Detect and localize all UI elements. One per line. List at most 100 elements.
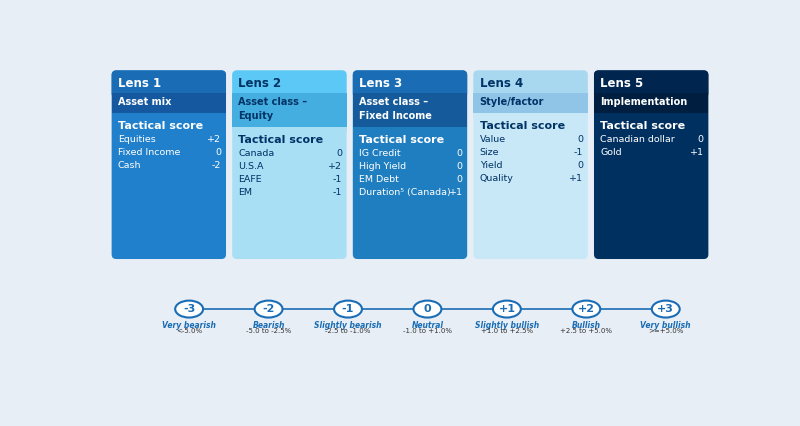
FancyBboxPatch shape (112, 70, 226, 259)
Text: Style/factor: Style/factor (479, 97, 544, 107)
Text: Very bullish: Very bullish (641, 321, 691, 330)
Text: Equities: Equities (118, 135, 155, 144)
Text: +2: +2 (207, 135, 222, 144)
Text: Lens 3: Lens 3 (359, 77, 402, 89)
Text: Tactical score: Tactical score (600, 121, 686, 131)
Text: High Yield: High Yield (359, 162, 406, 171)
Text: Tactical score: Tactical score (118, 121, 203, 131)
Text: +1: +1 (498, 304, 515, 314)
Text: -2: -2 (262, 304, 274, 314)
Text: Size: Size (479, 148, 499, 157)
Bar (232, 127, 346, 132)
Text: Cash: Cash (118, 161, 142, 170)
Ellipse shape (493, 301, 521, 317)
Text: 0: 0 (577, 161, 583, 170)
Text: -5.0 to -2.5%: -5.0 to -2.5% (246, 328, 291, 334)
Text: 0: 0 (336, 149, 342, 158)
FancyBboxPatch shape (594, 70, 708, 98)
Text: EM Debt: EM Debt (359, 175, 399, 184)
Bar (232, 93, 346, 98)
Ellipse shape (175, 301, 203, 317)
Text: Slightly bullish: Slightly bullish (475, 321, 539, 330)
Ellipse shape (414, 301, 442, 317)
Text: 0: 0 (698, 135, 704, 144)
Text: Lens 2: Lens 2 (238, 77, 282, 89)
Text: -1: -1 (342, 304, 354, 314)
Bar (474, 93, 588, 113)
FancyBboxPatch shape (353, 70, 467, 259)
Text: -1.0 to +1.0%: -1.0 to +1.0% (403, 328, 452, 334)
Bar (353, 93, 467, 98)
Ellipse shape (254, 301, 282, 317)
Text: -2.5 to -1.0%: -2.5 to -1.0% (326, 328, 370, 334)
Bar (594, 93, 708, 98)
Bar (353, 127, 467, 132)
Bar (474, 93, 588, 98)
Ellipse shape (334, 301, 362, 317)
Bar (594, 113, 708, 118)
Text: Lens 5: Lens 5 (600, 77, 643, 89)
Text: +2: +2 (578, 304, 595, 314)
Text: 0: 0 (577, 135, 583, 144)
Bar (353, 93, 467, 127)
FancyBboxPatch shape (232, 70, 346, 259)
Text: Canadian dollar: Canadian dollar (600, 135, 675, 144)
Text: 0: 0 (457, 149, 462, 158)
Text: IG Credit: IG Credit (359, 149, 401, 158)
Ellipse shape (652, 301, 680, 317)
Text: Implementation: Implementation (600, 97, 687, 107)
Text: Asset class –
Fixed Income: Asset class – Fixed Income (359, 97, 432, 121)
Text: 0: 0 (424, 304, 431, 314)
Text: -1: -1 (333, 175, 342, 184)
Text: <-5.0%: <-5.0% (176, 328, 202, 334)
Text: Tactical score: Tactical score (238, 135, 323, 145)
Text: -1: -1 (333, 188, 342, 197)
Bar (474, 113, 588, 118)
Text: -1: -1 (574, 148, 583, 157)
Text: EAFE: EAFE (238, 175, 262, 184)
Text: Bullish: Bullish (572, 321, 601, 330)
Text: +1: +1 (690, 148, 704, 157)
FancyBboxPatch shape (353, 70, 467, 98)
Text: U.S.A: U.S.A (238, 162, 264, 171)
Text: +1.0 to +2.5%: +1.0 to +2.5% (481, 328, 533, 334)
Text: +2.5 to +5.0%: +2.5 to +5.0% (560, 328, 612, 334)
Text: >=+5.0%: >=+5.0% (648, 328, 683, 334)
Text: Slightly bearish: Slightly bearish (314, 321, 382, 330)
Text: Value: Value (479, 135, 506, 144)
Text: Tactical score: Tactical score (359, 135, 444, 145)
FancyBboxPatch shape (594, 70, 708, 259)
Bar (112, 93, 226, 113)
Text: +2: +2 (328, 162, 342, 171)
Text: Lens 4: Lens 4 (479, 77, 523, 89)
Text: Asset class –
Equity: Asset class – Equity (238, 97, 307, 121)
Text: -2: -2 (212, 161, 222, 170)
Text: Canada: Canada (238, 149, 274, 158)
Text: +1: +1 (449, 188, 462, 197)
Text: Bearish: Bearish (252, 321, 285, 330)
Text: Lens 1: Lens 1 (118, 77, 161, 89)
Text: Neutral: Neutral (411, 321, 443, 330)
Text: Tactical score: Tactical score (479, 121, 565, 131)
Text: Yield: Yield (479, 161, 502, 170)
Bar (232, 93, 346, 127)
Text: 0: 0 (457, 162, 462, 171)
Bar (594, 93, 708, 113)
Text: Fixed Income: Fixed Income (118, 148, 180, 157)
Text: 0: 0 (215, 148, 222, 157)
Bar (112, 93, 226, 98)
Ellipse shape (572, 301, 600, 317)
Text: Quality: Quality (479, 174, 514, 183)
Text: Gold: Gold (600, 148, 622, 157)
Bar (112, 113, 226, 118)
Text: Duration⁵ (Canada): Duration⁵ (Canada) (359, 188, 450, 197)
Text: -3: -3 (183, 304, 195, 314)
FancyBboxPatch shape (474, 70, 588, 98)
FancyBboxPatch shape (232, 70, 346, 98)
Text: +1: +1 (569, 174, 583, 183)
Text: 0: 0 (457, 175, 462, 184)
Text: +3: +3 (658, 304, 674, 314)
FancyBboxPatch shape (474, 70, 588, 259)
Text: EM: EM (238, 188, 253, 197)
Text: Asset mix: Asset mix (118, 97, 171, 107)
